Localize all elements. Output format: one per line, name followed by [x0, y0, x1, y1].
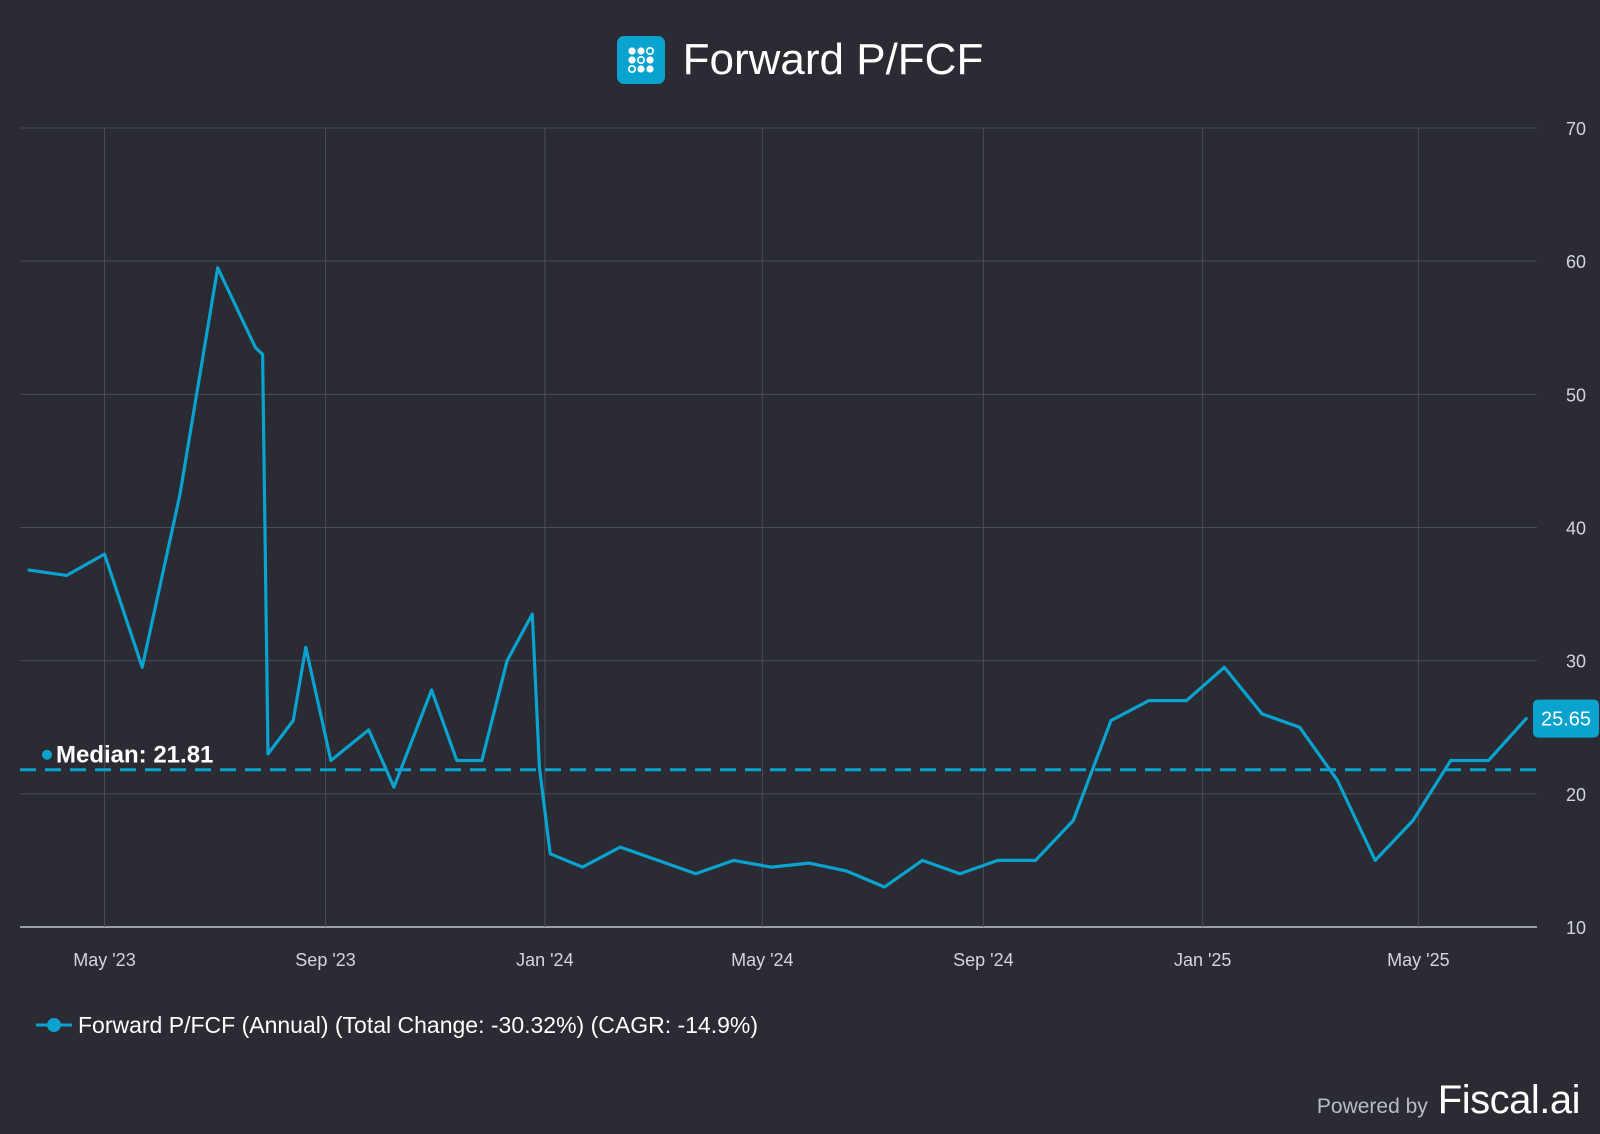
chart-title: Forward P/FCF — [682, 35, 984, 84]
x-tick-label: Sep '23 — [295, 950, 356, 970]
footer-powered-by: Powered by — [1316, 1095, 1428, 1118]
x-tick-label: Jan '24 — [516, 950, 573, 970]
y-tick-label: 50 — [1566, 385, 1586, 405]
series-line — [27, 266, 1528, 889]
legend-marker — [36, 1015, 72, 1035]
x-tick-label: Sep '24 — [953, 950, 1014, 970]
legend[interactable]: Forward P/FCF (Annual) (Total Change: -3… — [36, 1008, 758, 1042]
median-label: Median: 21.81 — [56, 742, 213, 769]
y-tick-label: 70 — [1566, 119, 1586, 139]
legend-label: Forward P/FCF (Annual) (Total Change: -3… — [78, 1011, 759, 1038]
footer: Powered by Fiscal.ai — [1316, 1078, 1581, 1123]
median-marker — [42, 749, 52, 760]
y-tick-label: 40 — [1566, 519, 1586, 539]
x-tick-label: May '24 — [731, 950, 793, 970]
x-tick-label: Jan '25 — [1174, 950, 1231, 970]
x-tick-label: May '23 — [73, 950, 135, 970]
last-value-badge — [1533, 699, 1599, 738]
y-tick-label: 10 — [1566, 918, 1586, 938]
y-tick-label: 20 — [1566, 785, 1586, 805]
x-tick-label: May '25 — [1387, 950, 1449, 970]
y-tick-label: 30 — [1566, 652, 1586, 672]
dot-grid-icon — [616, 36, 665, 84]
chart-header: Forward P/FCF — [0, 30, 1600, 90]
last-value-label: 25.65 — [1541, 709, 1591, 731]
footer-brand-logo: Fiscal.ai — [1437, 1078, 1581, 1122]
line-chart: 70 60 50 40 30 20 10 May '23 Sep '23 Jan '24 May '… — [20, 119, 1599, 970]
y-tick-label: 60 — [1566, 252, 1586, 272]
